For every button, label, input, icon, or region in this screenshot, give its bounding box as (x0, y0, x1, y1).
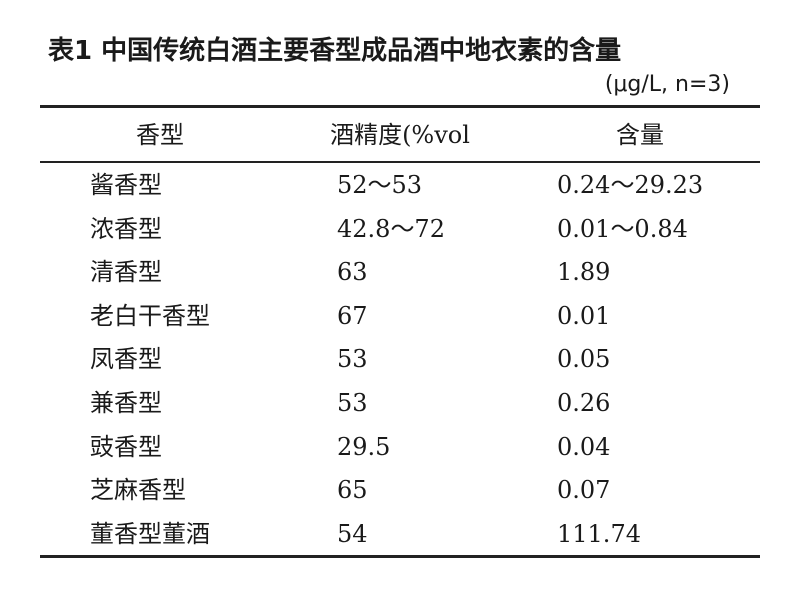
table-cell: 0.26 (557, 389, 611, 417)
table-cell: 0.01～0.84 (557, 214, 688, 243)
table-cell: 凤香型 (90, 345, 162, 374)
table-cell: 清香型 (90, 258, 162, 287)
table-cell: 0.05 (557, 345, 611, 374)
table-cell: 0.01 (557, 301, 611, 330)
bottom-rule (40, 555, 760, 558)
table-cell: 1.89 (557, 258, 611, 287)
column-header: 含量 (616, 121, 664, 149)
top-rule (40, 105, 760, 108)
table-cell: 52～53 (337, 171, 423, 199)
table-unit: (μg/L, n=3) (604, 72, 730, 97)
column-header: 香型 (136, 121, 184, 149)
table-cell: 29.5 (337, 432, 391, 461)
table-cell: 豉香型 (90, 432, 162, 461)
header-rule (40, 161, 760, 163)
table-cell: 42.8～72 (337, 214, 445, 243)
table-cell: 0.04 (557, 432, 611, 461)
table-cell: 老白干香型 (90, 301, 210, 330)
table-cell: 67 (337, 301, 368, 330)
table-cell: 0.24～29.23 (557, 171, 704, 199)
table-cell: 兼香型 (90, 389, 162, 417)
table-cell: 63 (337, 258, 368, 287)
table-cell: 111.74 (557, 519, 641, 548)
table-cell: 65 (337, 476, 368, 505)
table-cell: 54 (337, 519, 368, 548)
column-header: 酒精度(%vol (330, 121, 470, 149)
table-cell: 53 (337, 345, 368, 374)
table-cell: 芝麻香型 (90, 476, 186, 505)
table-cell: 董香型董酒 (90, 519, 210, 548)
table-cell: 53 (337, 389, 368, 417)
table-cell: 浓香型 (90, 214, 162, 243)
table-cell: 0.07 (557, 476, 611, 505)
table-title: 表1 中国传统白酒主要香型成品酒中地衣素的含量 (48, 36, 622, 66)
table-cell: 酱香型 (90, 171, 162, 199)
